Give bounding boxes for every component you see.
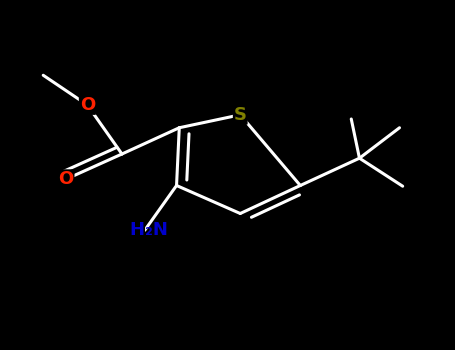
Text: O: O (58, 170, 74, 188)
Text: ₂N: ₂N (145, 221, 167, 239)
Text: H: H (130, 221, 145, 239)
Text: O: O (80, 96, 95, 114)
Text: S: S (234, 106, 247, 124)
